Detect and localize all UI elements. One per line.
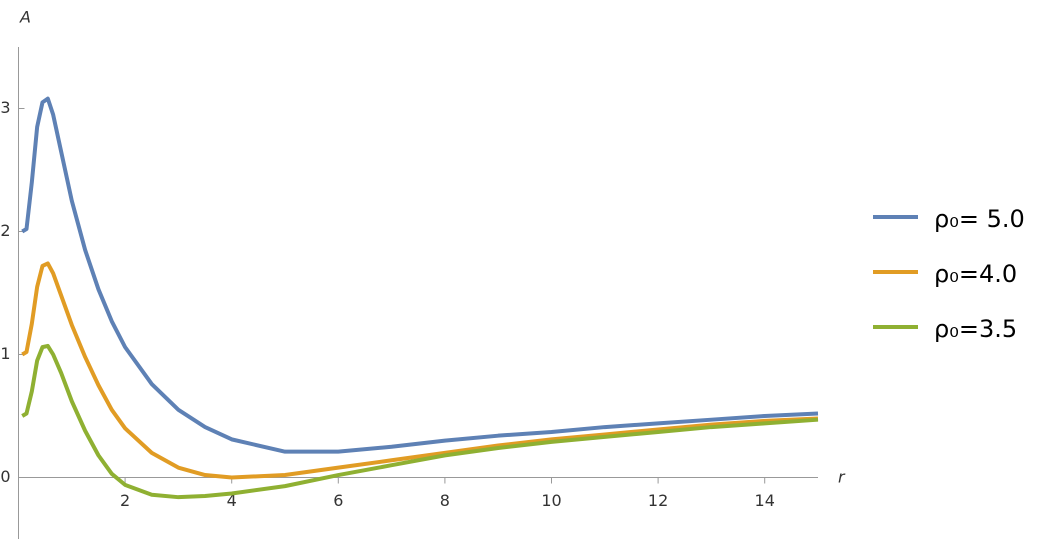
y-tick-label: 0 xyxy=(0,467,10,486)
x-tick-label: 10 xyxy=(541,491,561,510)
y-axis-label: A xyxy=(19,8,31,27)
y-tick-label: 3 xyxy=(0,98,10,117)
legend-label: ρ₀=3.5 xyxy=(934,315,1017,343)
legend-label: ρ₀=4.0 xyxy=(934,260,1017,288)
x-tick-label: 2 xyxy=(120,491,130,510)
legend-label: ρ₀= 5.0 xyxy=(934,205,1025,233)
x-axis-label: r xyxy=(838,468,846,487)
line-series xyxy=(21,343,819,500)
line-series xyxy=(21,96,819,454)
x-tick-label: 14 xyxy=(755,491,775,510)
line-series xyxy=(21,261,819,480)
y-tick-label: 2 xyxy=(0,221,10,240)
x-tick-label: 4 xyxy=(227,491,237,510)
x-tick-label: 6 xyxy=(333,491,343,510)
x-tick-label: 8 xyxy=(440,491,450,510)
x-tick-label: 12 xyxy=(648,491,668,510)
y-tick-label: 1 xyxy=(0,344,10,363)
